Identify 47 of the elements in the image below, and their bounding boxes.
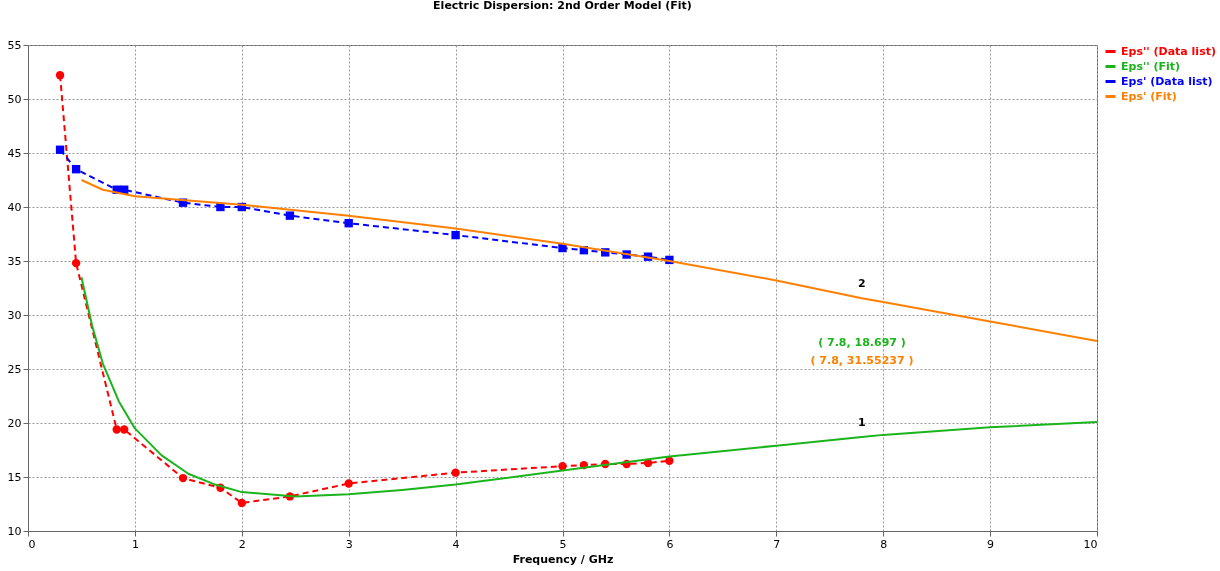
y-tick-label: 20 — [7, 416, 22, 430]
point — [178, 473, 188, 483]
x-tick-label: 0 — [28, 537, 36, 551]
x-tick-label: 6 — [666, 537, 674, 551]
x-tick-label: 3 — [345, 537, 353, 551]
point — [665, 456, 674, 465]
y-tick-label: 30 — [7, 308, 22, 322]
y-tick-label: 10 — [7, 524, 22, 538]
legend-label: Eps'' (Fit) — [1121, 59, 1181, 73]
y-tick-label: 40 — [7, 200, 22, 214]
x-tick-label: 10 — [1083, 537, 1098, 551]
x-tick-label: 4 — [452, 537, 460, 551]
y-tick-label: 25 — [7, 362, 22, 376]
x-tick-label: 7 — [773, 537, 781, 551]
point — [451, 230, 460, 240]
y-tick-label: 35 — [7, 254, 22, 268]
point — [55, 145, 65, 154]
point — [558, 462, 567, 471]
point — [344, 479, 353, 488]
x-tick-label: 2 — [238, 537, 246, 551]
x-tick-label: 9 — [987, 537, 995, 551]
y-tick-label: 15 — [7, 470, 22, 484]
point — [71, 258, 81, 268]
annotation: ( 7.8, 18.697 ) — [818, 336, 906, 349]
point — [112, 425, 121, 434]
legend-label: Eps' (Data list) — [1121, 74, 1213, 88]
point — [558, 243, 567, 253]
point — [285, 211, 295, 220]
annotation: ( 7.8, 31.55237 ) — [810, 354, 914, 367]
point — [451, 468, 460, 477]
chart-title: Electric Dispersion: 2nd Order Model (Fit) — [433, 0, 692, 12]
y-tick-label: 50 — [7, 92, 22, 106]
point — [344, 219, 353, 228]
x-tick-label: 1 — [131, 537, 139, 551]
legend-label: Eps'' (Data list) — [1121, 44, 1216, 58]
y-tick-label: 45 — [7, 146, 22, 160]
x-axis-title: Frequency / GHz — [512, 552, 614, 566]
point — [237, 498, 246, 508]
point — [71, 165, 81, 174]
annotation: 2 — [857, 277, 866, 291]
y-tick-label: 55 — [7, 38, 22, 52]
point — [120, 425, 129, 434]
annotation: 1 — [857, 416, 866, 430]
x-tick-label: 8 — [880, 537, 888, 551]
legend-label: Eps' (Fit) — [1121, 89, 1177, 103]
x-tick-label: 5 — [559, 537, 567, 551]
point — [55, 71, 65, 80]
